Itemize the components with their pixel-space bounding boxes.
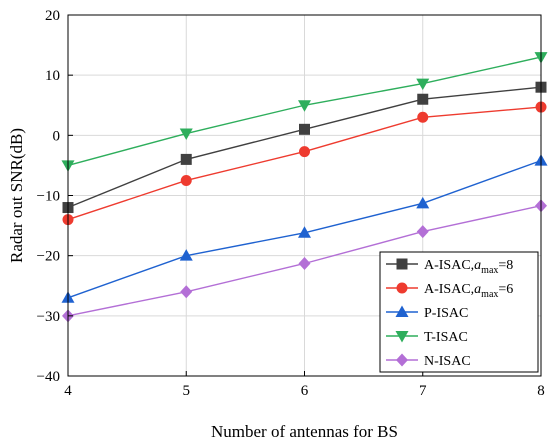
data-point	[180, 174, 192, 186]
legend-marker	[395, 305, 409, 317]
legend-marker	[396, 353, 408, 367]
series-5	[62, 199, 547, 323]
data-point	[179, 249, 193, 261]
legend-entry: A-ISAC,amax=8	[386, 258, 513, 276]
legend-marker	[396, 282, 408, 294]
x-tick-label: 4	[64, 383, 72, 399]
legend-label: N-ISAC	[424, 354, 471, 369]
y-tick-label: −20	[37, 249, 60, 265]
x-tick-label: 6	[301, 383, 309, 399]
legend-label: P-ISAC	[424, 306, 468, 321]
x-axis-label: Number of antennas for BS	[211, 422, 398, 441]
data-point	[298, 226, 311, 238]
data-point	[416, 78, 430, 91]
data-point	[416, 196, 430, 209]
legend-entry: P-ISAC	[386, 305, 468, 321]
series-4	[61, 52, 548, 172]
data-point	[298, 256, 311, 270]
data-point	[417, 93, 429, 105]
y-axis-label: Radar out SNR(dB)	[7, 128, 26, 263]
legend-entry: T-ISAC	[386, 330, 468, 345]
axis-ticks: 4 5 6 7 8 20 10 0 −10 −20 −30 −40	[37, 8, 545, 399]
legend-entry: A-ISAC,amax=6	[386, 282, 513, 300]
data-point	[417, 111, 429, 123]
legend-marker	[395, 331, 409, 343]
series-2	[62, 101, 547, 226]
legend-label: A-ISAC,amax=6	[424, 282, 513, 300]
legend-marker	[396, 258, 408, 270]
data-point	[416, 225, 429, 239]
y-tick-label: 10	[45, 68, 60, 84]
legend: A-ISAC,amax=8 A-ISAC,amax=6 P-ISAC T-ISAC N-…	[379, 251, 539, 373]
data-point	[180, 153, 192, 165]
legend-entry: N-ISAC	[386, 353, 471, 369]
data-point	[179, 128, 193, 141]
x-tick-label: 5	[183, 383, 191, 399]
legend-label: A-ISAC,amax=8	[424, 258, 513, 276]
data-point	[298, 100, 311, 112]
data-point	[180, 285, 193, 299]
y-tick-label: −40	[37, 369, 60, 385]
data-point	[299, 146, 310, 158]
x-tick-label: 7	[419, 383, 427, 399]
data-point	[299, 123, 310, 135]
y-tick-label: −10	[37, 189, 60, 205]
legend-label: T-ISAC	[424, 330, 468, 345]
series-3	[61, 154, 548, 303]
y-tick-label: 0	[53, 128, 61, 144]
series-layer	[61, 52, 548, 323]
y-tick-label: 20	[45, 8, 60, 24]
y-tick-label: −30	[37, 309, 60, 325]
x-tick-label: 8	[537, 383, 545, 399]
